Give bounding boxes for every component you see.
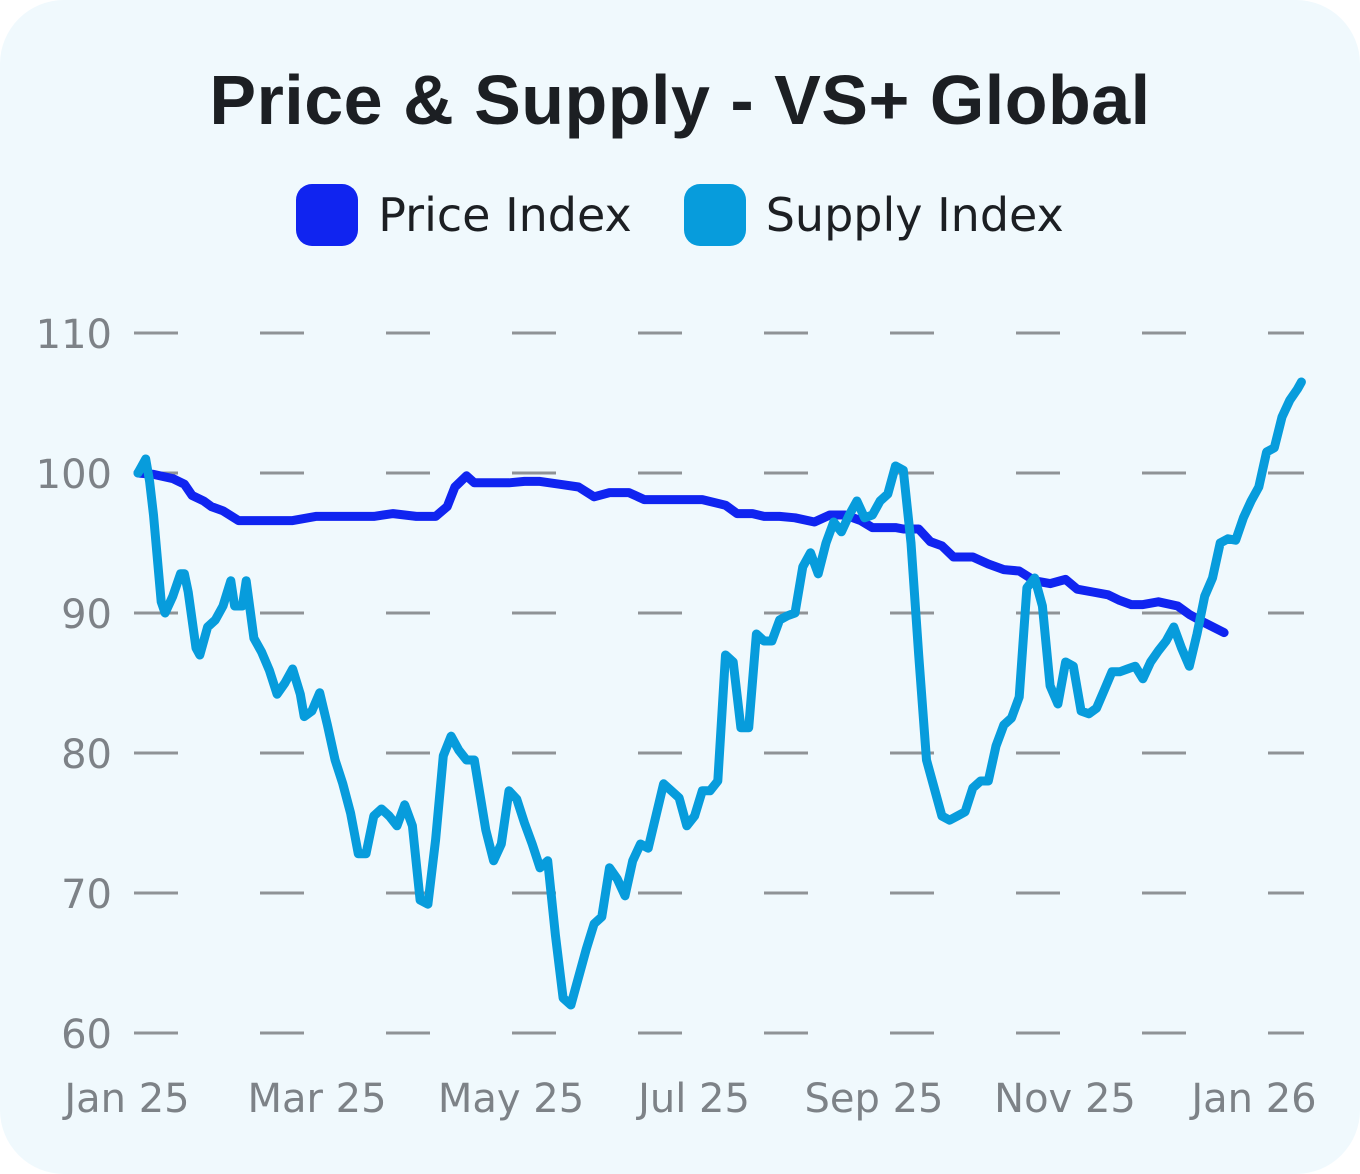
chart-title: Price & Supply - VS+ Global <box>209 61 1151 139</box>
y-tick-label: 110 <box>36 312 112 358</box>
x-tick-label: Mar 25 <box>247 1076 386 1122</box>
legend-swatch-price <box>296 184 359 246</box>
legend-item-supply[interactable]: Supply Index <box>683 184 1064 246</box>
legend-swatch-supply <box>683 184 746 246</box>
series-line-supply-index[interactable] <box>133 377 1306 1010</box>
x-tick-label: Jan 26 <box>1188 1076 1316 1122</box>
x-tick-label: Sep 25 <box>804 1076 943 1122</box>
y-tick-label: 100 <box>36 452 112 498</box>
x-tick-label: Nov 25 <box>994 1076 1136 1122</box>
x-tick-label: Jan 25 <box>61 1076 189 1122</box>
series-line-price-index[interactable] <box>133 468 1229 638</box>
y-tick-label: 80 <box>61 732 112 778</box>
y-tick-label: 70 <box>61 872 112 918</box>
x-tick-label: May 25 <box>438 1076 584 1122</box>
y-tick-label: 90 <box>61 592 112 638</box>
legend-label-price: Price Index <box>378 188 632 242</box>
legend-item-price[interactable]: Price Index <box>296 184 632 246</box>
legend: Price Index Supply Index <box>0 184 1360 246</box>
y-tick-label: 60 <box>61 1012 112 1058</box>
legend-label-supply: Supply Index <box>765 188 1064 242</box>
x-tick-label: Jul 25 <box>635 1076 750 1122</box>
